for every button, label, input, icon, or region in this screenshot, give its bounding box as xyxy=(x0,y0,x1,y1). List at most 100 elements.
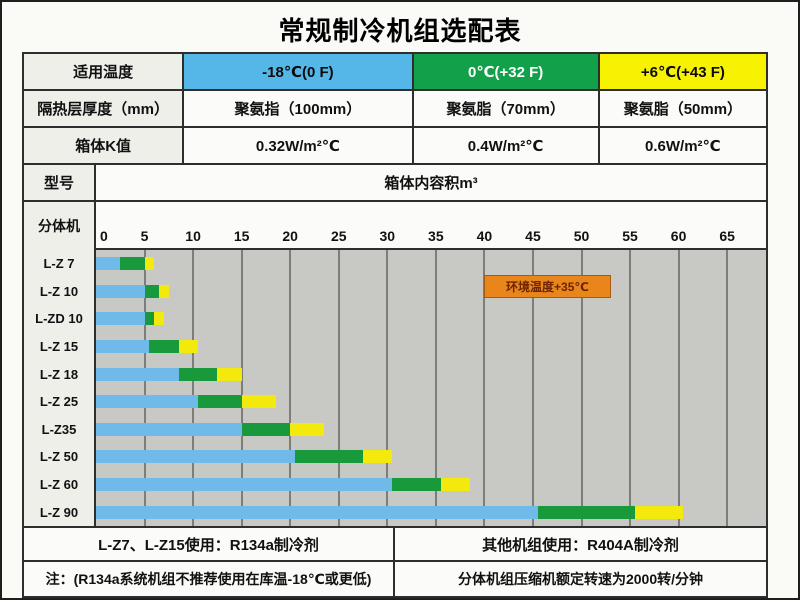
kvalue-cell-2: 0.4W/m²℃ xyxy=(414,128,600,163)
insulation-row-label: 隔热层厚度（mm） xyxy=(24,91,185,126)
spec-row-insulation: 隔热层厚度（mm） 聚氨指（100mm） 聚氨脂（70mm） 聚氨脂（50mm） xyxy=(24,91,766,128)
plot-area: 环境温度+35℃ xyxy=(96,250,766,526)
refrigerant-r134a: L-Z7、L-Z15使用：R134a制冷剂 xyxy=(24,528,395,560)
capacity-bar xyxy=(96,450,766,464)
temp-cell-plus6: +6℃(+43 F) xyxy=(599,54,766,89)
bar-row xyxy=(96,471,766,499)
model-header-row: 型号 箱体内容积m³ xyxy=(24,165,766,202)
bar-row xyxy=(96,498,766,526)
model-label: L-Z 90 xyxy=(39,504,79,520)
bar-segment-zero xyxy=(197,395,242,409)
gridline xyxy=(726,250,729,526)
capacity-bar xyxy=(96,505,766,519)
bar-segment-minus18 xyxy=(96,395,198,409)
x-axis: 0 5 10 15 20 25 30 35 40 45 50 55 60 65 xyxy=(96,202,766,250)
chart-column: 0 5 10 15 20 25 30 35 40 45 50 55 60 65 环境温度+35℃ xyxy=(96,202,766,526)
bar-segment-minus18 xyxy=(96,450,296,464)
spec-row-temperature: 适用温度 -18℃(0 F) 0℃(+32 F) +6℃(+43 F) xyxy=(24,54,766,91)
x-axis-tick: 30 xyxy=(379,228,396,244)
model-label: L-Z 25 xyxy=(39,394,79,410)
gridline xyxy=(629,250,632,526)
bar-segment-minus18 xyxy=(96,505,538,519)
capacity-bar xyxy=(96,395,766,409)
bar-segment-zero xyxy=(537,505,635,519)
x-axis-tick: 60 xyxy=(670,228,687,244)
bar-segment-plus6 xyxy=(159,284,169,298)
model-label: L-ZD 10 xyxy=(35,311,83,327)
model-label: L-Z 60 xyxy=(39,477,79,493)
page-title: 常规制冷机组选配表 xyxy=(278,16,522,46)
refrigerant-row: L-Z7、L-Z15使用：R134a制冷剂 其他机组使用：R404A制冷剂 xyxy=(24,528,766,562)
temperature-row-label: 适用温度 xyxy=(24,54,185,89)
gridline xyxy=(434,250,437,526)
bars xyxy=(96,250,766,526)
insulation-cell-3: 聚氨脂（50mm） xyxy=(623,101,743,118)
x-axis-tick: 5 xyxy=(140,228,149,244)
bar-segment-plus6 xyxy=(217,367,242,381)
model-label: L-Z 7 xyxy=(43,256,75,272)
model-label: L-Z35 xyxy=(41,421,77,437)
temp-cell-zero: 0℃(+32 F) xyxy=(413,54,600,89)
x-axis-tick: 25 xyxy=(330,228,347,244)
kvalue-cell-1: 0.32W/m²℃ xyxy=(184,128,414,163)
gridline xyxy=(580,250,583,526)
bar-segment-plus6 xyxy=(154,312,164,326)
bar-segment-minus18 xyxy=(96,478,393,492)
bar-segment-zero xyxy=(392,478,441,492)
gridline xyxy=(531,250,534,526)
model-labels: L-Z 7 L-Z 10 L-ZD 10 L-Z 15 L-Z 18 L-Z 25 L-Z3… xyxy=(24,250,94,526)
bar-row xyxy=(96,443,766,471)
bar-segment-plus6 xyxy=(634,505,684,519)
gridline xyxy=(289,250,292,526)
x-axis-tick: 65 xyxy=(719,228,735,244)
capacity-bar xyxy=(96,478,766,492)
bar-segment-zero xyxy=(144,284,160,298)
capacity-bar xyxy=(96,340,766,354)
volume-axis-title: 箱体内容积m³ xyxy=(384,175,478,192)
bar-row xyxy=(96,250,766,278)
bar-segment-minus18 xyxy=(96,257,121,271)
note-row: 注：(R134a系统机组不推荐使用在库温-18℃或更低) 分体机组压缩机额定转速… xyxy=(24,562,766,596)
bar-segment-plus6 xyxy=(363,450,393,464)
gridline xyxy=(192,250,195,526)
model-label: L-Z 15 xyxy=(39,339,79,355)
x-axis-tick: 0 xyxy=(100,228,108,244)
x-axis-tick: 20 xyxy=(282,228,298,244)
x-axis-tick: 40 xyxy=(476,228,493,244)
capacity-bar xyxy=(96,257,766,271)
bar-segment-zero xyxy=(120,257,145,271)
gridline xyxy=(677,250,680,526)
gridline xyxy=(483,250,486,526)
gridline xyxy=(337,250,340,526)
model-label: L-Z 18 xyxy=(39,366,79,382)
x-axis-tick: 15 xyxy=(233,228,250,244)
bar-segment-minus18 xyxy=(96,284,145,298)
bar-segment-minus18 xyxy=(96,422,242,436)
bar-segment-zero xyxy=(241,422,291,436)
spec-row-kvalue: 箱体K值 0.32W/m²℃ 0.4W/m²℃ 0.6W/m²℃ xyxy=(24,128,766,165)
x-axis-tick: 45 xyxy=(525,228,541,244)
bar-row xyxy=(96,360,766,388)
bar-segment-plus6 xyxy=(144,257,155,271)
kvalue-row-label: 箱体K值 xyxy=(24,128,185,163)
capacity-bar xyxy=(96,312,766,326)
note-compressor-speed: 分体机组压缩机额定转速为2000转/分钟 xyxy=(457,571,704,587)
bar-segment-minus18 xyxy=(96,340,150,354)
x-axis-tick: 55 xyxy=(622,228,638,244)
kvalue-cell-3: 0.6W/m²℃ xyxy=(645,137,721,155)
capacity-bar xyxy=(96,422,766,436)
bar-segment-zero xyxy=(295,450,364,464)
note-r134a-warning: 注：(R134a系统机组不推荐使用在库温-18℃或更低) xyxy=(24,562,395,596)
x-axis-tick: 35 xyxy=(428,228,444,244)
bar-row xyxy=(96,333,766,361)
selection-table: 适用温度 -18℃(0 F) 0℃(+32 F) +6℃(+43 F) 隔热层厚… xyxy=(22,52,768,598)
bar-row xyxy=(96,388,766,416)
model-label: L-Z 50 xyxy=(39,449,79,465)
temp-cell-minus18: -18℃(0 F) xyxy=(184,54,414,89)
bar-segment-plus6 xyxy=(440,478,470,492)
capacity-bar xyxy=(96,367,766,381)
chart-block: 分体机 L-Z 7 L-Z 10 L-ZD 10 L-Z 15 L-Z 18 L-Z 25… xyxy=(24,202,766,528)
bar-segment-zero xyxy=(178,367,218,381)
bar-segment-zero xyxy=(149,340,179,354)
